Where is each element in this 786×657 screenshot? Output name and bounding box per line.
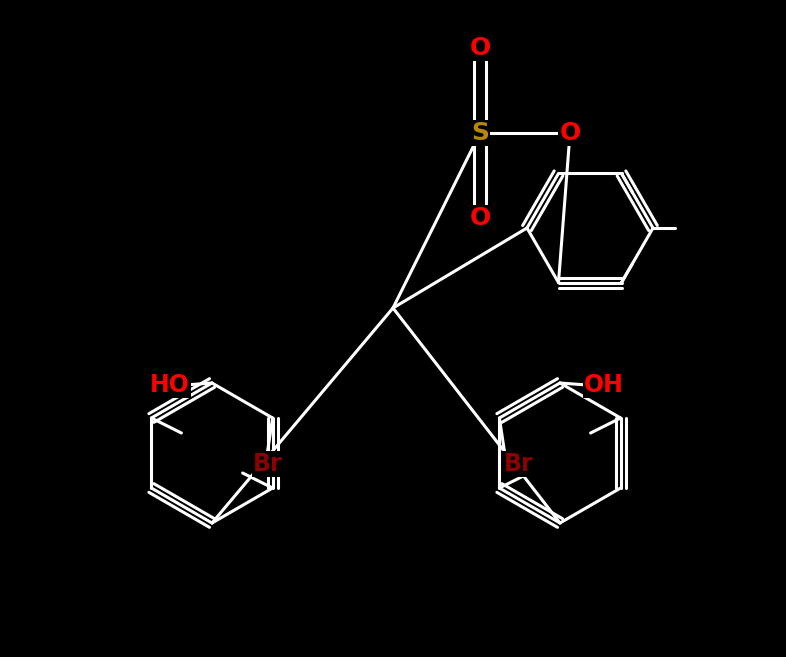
Text: O: O	[469, 206, 490, 230]
Text: HO: HO	[150, 373, 190, 397]
Text: OH: OH	[584, 373, 624, 397]
Text: O: O	[560, 121, 581, 145]
Text: Br: Br	[504, 452, 533, 476]
Text: Br: Br	[253, 452, 282, 476]
Text: S: S	[471, 121, 489, 145]
Text: O: O	[469, 36, 490, 60]
